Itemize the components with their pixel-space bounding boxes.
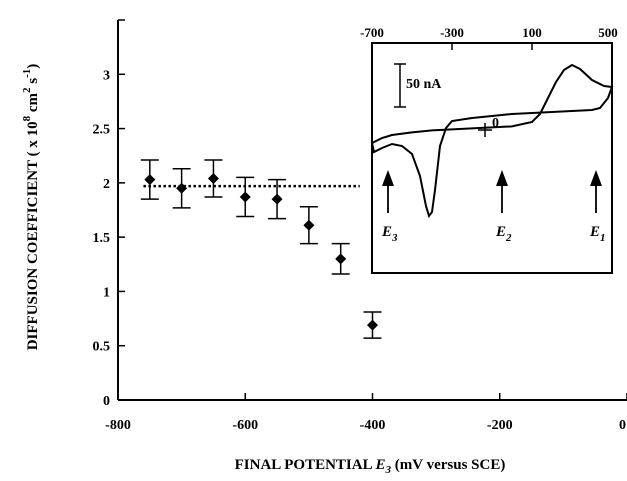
inset-x-tick-label: -300: [440, 25, 464, 40]
diamond-marker: [335, 253, 347, 265]
x-tick-label: -600: [232, 418, 258, 433]
data-point: [268, 178, 287, 220]
data-point: [236, 176, 255, 218]
marker-arrow-head: [590, 170, 602, 186]
inset-x-tick-label: 100: [522, 25, 542, 40]
data-point: [331, 242, 350, 275]
marker-label: E3: [381, 224, 398, 244]
potential-markers: E3 E2 E1: [381, 170, 606, 244]
main-plot: -800 -600 -400 -200 0 0 0.5 1 1.5 2 2.5 3 FINAL PO…: [21, 19, 627, 476]
potential-marker-e2: E2: [495, 170, 512, 244]
x-tick-label: 0: [619, 418, 626, 433]
inset-x-ticks: -700 -300 100 500: [360, 25, 618, 50]
current-scale-bar: 50 nA: [394, 63, 442, 108]
diamond-marker: [303, 219, 315, 231]
zero-current-marker: 0: [478, 116, 499, 137]
data-point: [172, 167, 191, 209]
y-tick-label: 0: [103, 394, 110, 409]
data-points: [140, 159, 382, 339]
x-axis-title: FINAL POTENTIAL E3 (mV versus SCE): [235, 457, 506, 476]
diamond-marker: [176, 182, 188, 194]
y-tick-label: 3: [103, 68, 110, 83]
y-ticks: 0 0.5 1 1.5 2 2.5 3: [93, 19, 125, 409]
scale-bar-label: 50 nA: [406, 77, 442, 92]
cv-curve: [370, 63, 614, 219]
data-point: [140, 159, 159, 200]
diamond-marker: [271, 193, 283, 205]
y-tick-label: 2.5: [93, 123, 111, 138]
inset-x-tick-label: 500: [598, 25, 618, 40]
data-point: [204, 159, 223, 198]
potential-marker-e3: E3: [381, 170, 398, 244]
diamond-marker: [239, 191, 251, 203]
y-tick-label: 2: [103, 177, 110, 192]
x-tick-label: -400: [360, 418, 386, 433]
diamond-marker: [144, 174, 156, 186]
marker-arrow-head: [496, 170, 508, 186]
y-tick-label: 0.5: [93, 340, 111, 355]
inset-frame: [371, 42, 613, 274]
marker-label: E2: [495, 224, 512, 244]
data-point: [363, 311, 382, 339]
data-point: [299, 205, 318, 245]
marker-label: E1: [589, 224, 606, 244]
inset-voltammogram: -700 -300 100 500 50 nA 0 E3 E2 E1: [360, 25, 618, 274]
inset-x-tick-label: -700: [360, 25, 384, 40]
y-tick-label: 1.5: [93, 231, 111, 246]
x-tick-label: -800: [105, 418, 131, 433]
x-tick-label: -200: [487, 418, 513, 433]
y-axis-title: DIFFUSION COEFFICIENT ( x 108 cm2 s-1): [21, 64, 41, 351]
zero-label: 0: [492, 116, 499, 131]
marker-arrow-head: [382, 170, 394, 186]
diamond-marker: [207, 173, 219, 185]
y-tick-label: 1: [103, 285, 110, 300]
potential-marker-e1: E1: [589, 170, 606, 244]
diamond-marker: [367, 319, 378, 331]
x-ticks: -800 -600 -400 -200 0: [105, 393, 627, 433]
